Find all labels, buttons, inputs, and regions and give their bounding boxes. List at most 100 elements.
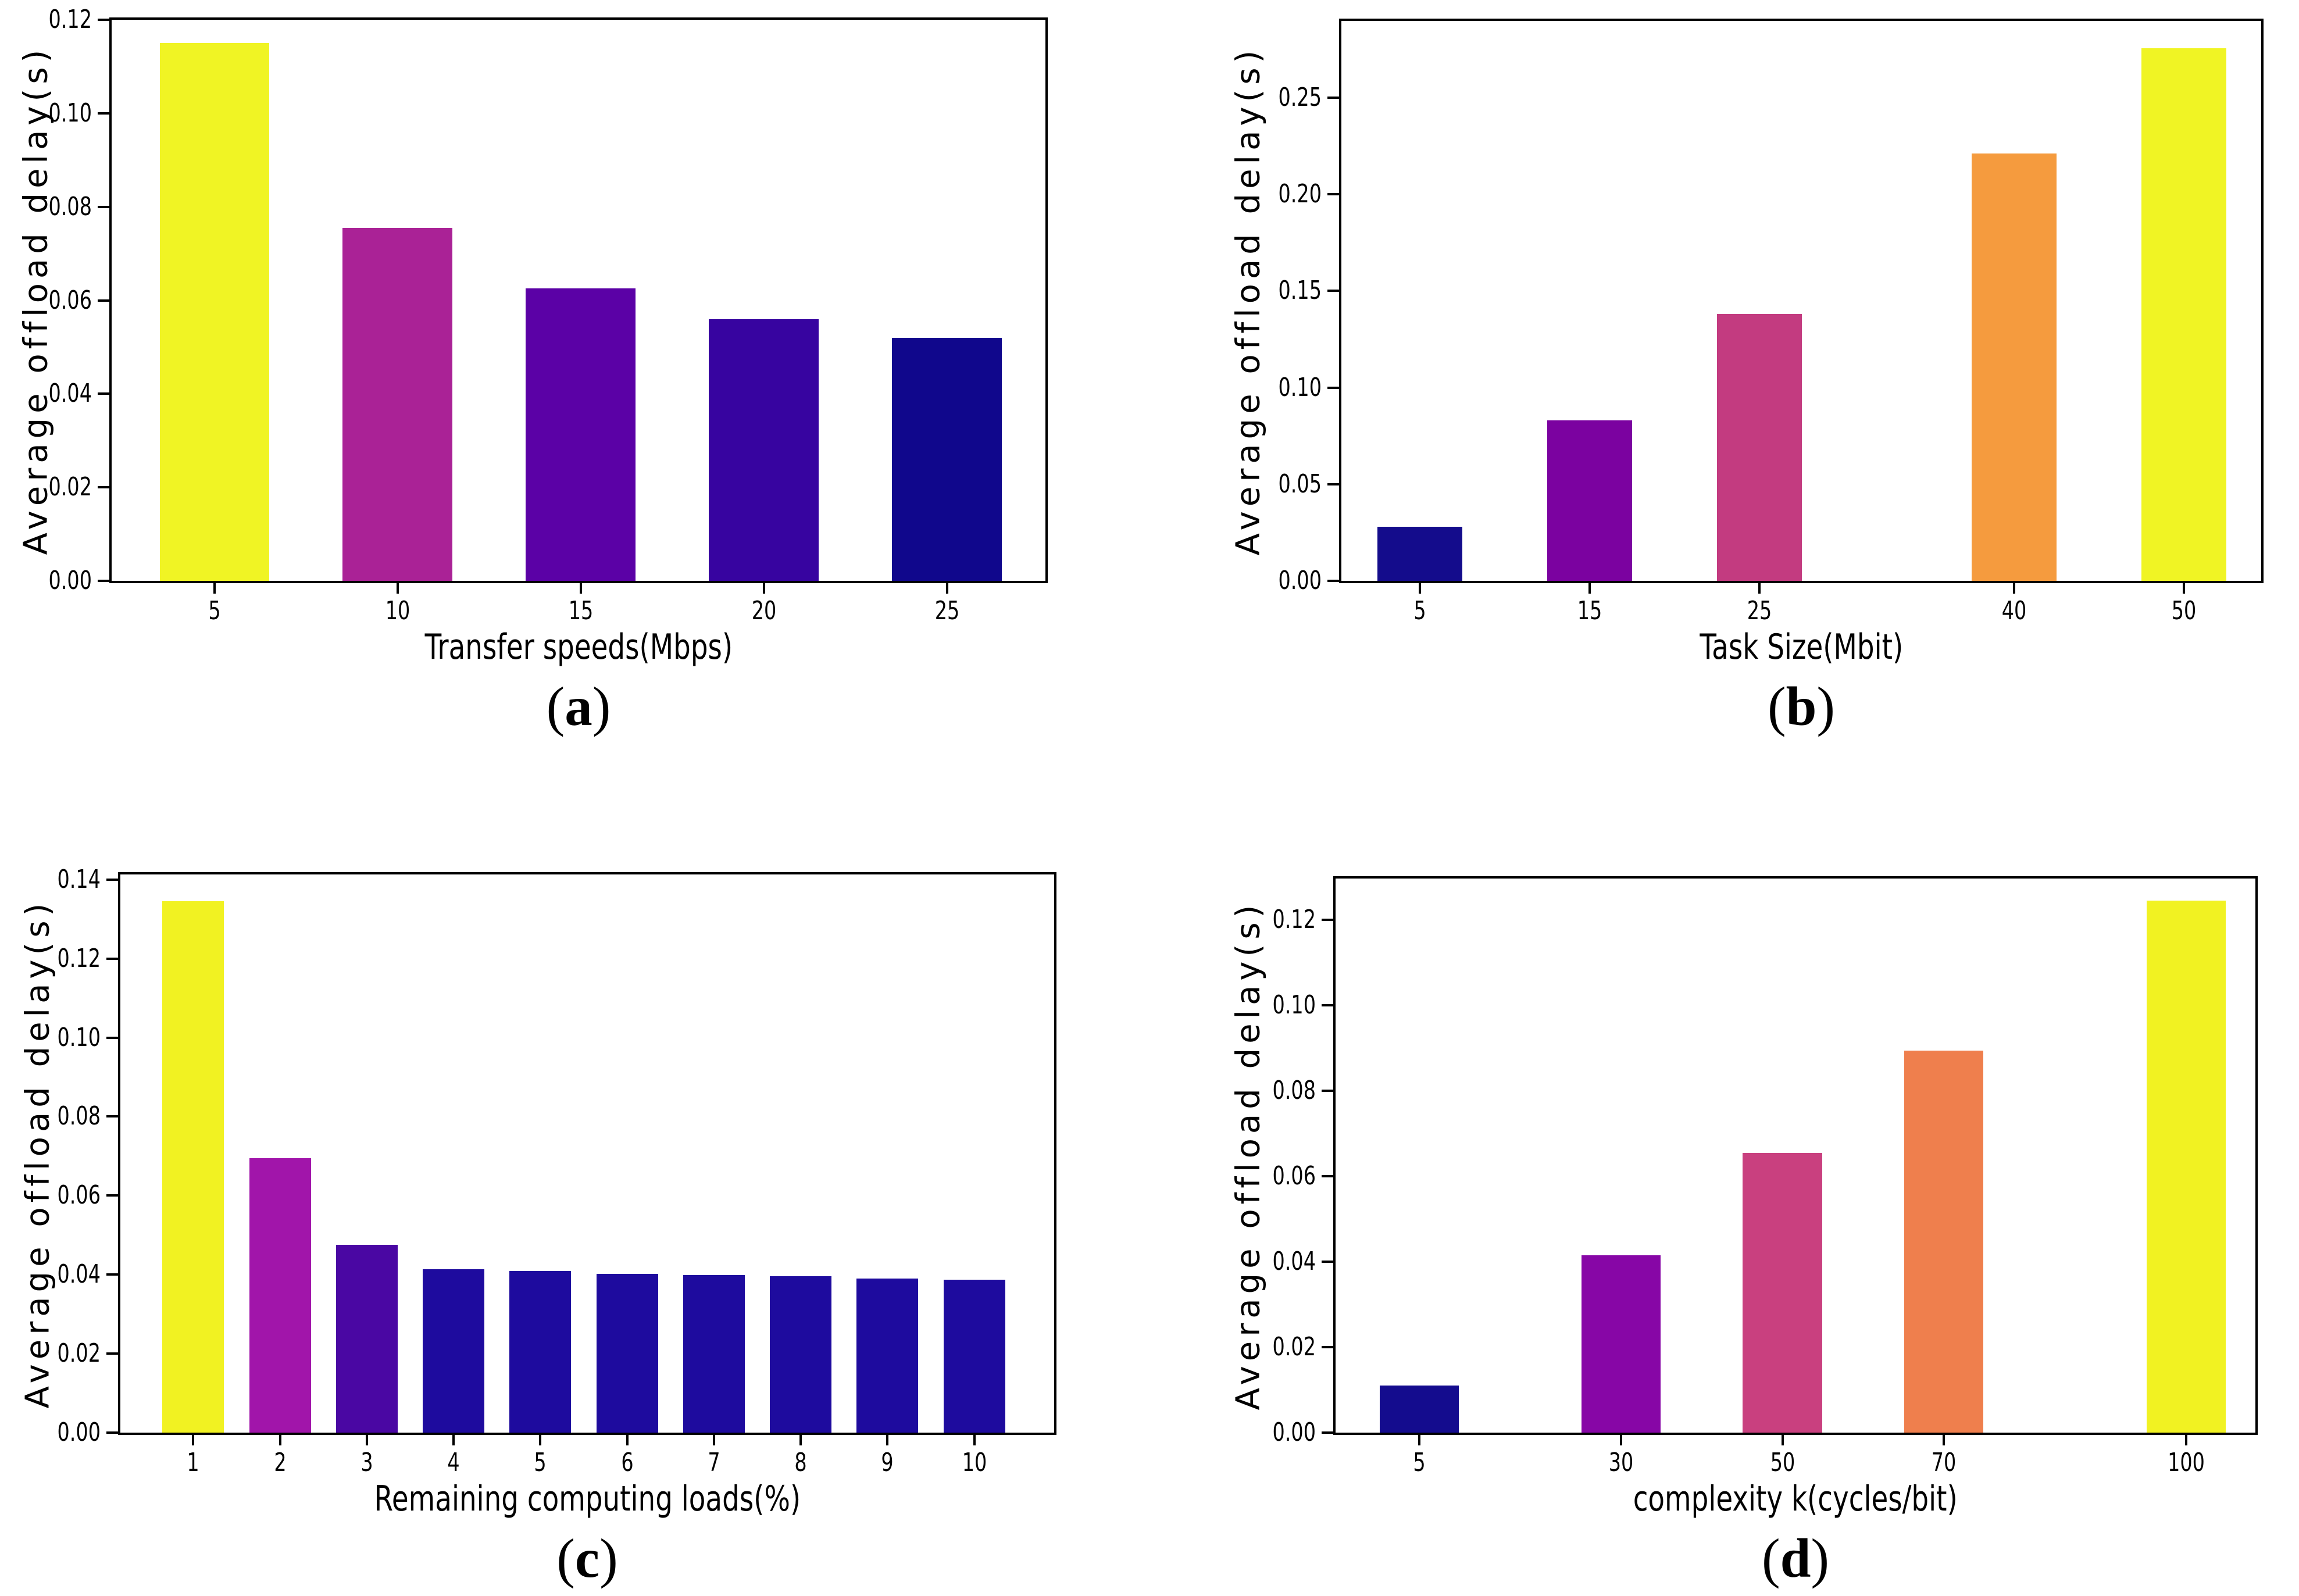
y-tick-mark	[1322, 1431, 1333, 1434]
caption-paren-open: (	[546, 676, 565, 737]
x-tick-label: 25	[934, 596, 959, 626]
y-tick-mark	[106, 957, 118, 960]
x-tick-label: 8	[794, 1448, 807, 1477]
y-tick-label: 0.08	[1272, 1076, 1316, 1106]
x-tick-label: 20	[751, 596, 776, 626]
plot-area-d: 0.00 0.02 0.04 0.06 0.08 0.10 0.12 5 30 50 70 100	[1273, 876, 2258, 1477]
caption-paren-close: )	[1811, 1527, 1830, 1589]
y-tick-mark	[98, 205, 109, 208]
y-tick-mark	[1327, 193, 1339, 196]
y-axis-label-text: Average offload delay(s)	[1229, 45, 1268, 556]
y-tick-label: 0.05	[1278, 469, 1322, 499]
y-tick-label: 0.06	[1272, 1161, 1316, 1191]
y-tick-label: 0.12	[48, 5, 92, 34]
y-tick-label: 0.00	[57, 1418, 101, 1447]
x-tick-mark	[626, 1435, 629, 1445]
y-tick-label: 0.08	[57, 1101, 101, 1131]
x-tick-mark	[945, 583, 948, 594]
x-tick-label: 30	[1608, 1448, 1634, 1477]
bar-x-50	[2141, 48, 2226, 581]
x-tick-label: 50	[1770, 1448, 1795, 1477]
y-tick-mark	[1327, 290, 1339, 292]
y-tick-mark	[106, 1273, 118, 1276]
y-tick-label: 0.10	[57, 1022, 101, 1052]
x-tick-mark	[279, 1435, 281, 1445]
x-tick-label: 10	[962, 1448, 987, 1477]
x-tick-mark	[973, 1435, 976, 1445]
x-tick-mark	[886, 1435, 889, 1445]
bar-x-5	[509, 1271, 572, 1433]
y-tick-mark	[1322, 1346, 1333, 1349]
x-tick-label: 25	[1747, 596, 1772, 626]
bar-x-30	[1581, 1255, 1661, 1433]
y-tick-mark	[1322, 1004, 1333, 1007]
bar-x-4	[423, 1269, 485, 1433]
y-tick-label: 0.12	[1272, 905, 1316, 935]
y-tick-label: 0.04	[48, 379, 92, 409]
y-tick-mark	[106, 1431, 118, 1434]
y-tick-label: 0.02	[48, 472, 92, 502]
y-tick-label: 0.25	[1278, 82, 1322, 112]
y-tick-mark	[1322, 1090, 1333, 1092]
x-tick-mark	[192, 1435, 195, 1445]
y-tick-mark	[98, 392, 109, 395]
bar-x-2	[249, 1158, 311, 1433]
x-tick-label: 7	[708, 1448, 720, 1477]
caption-letter: b	[1786, 676, 1817, 737]
x-tick-mark	[2184, 1435, 2187, 1445]
caption-letter: a	[565, 676, 592, 737]
x-tick-mark	[712, 1435, 715, 1445]
plot-area-c: 0.00 0.02 0.04 0.06 0.08 0.10 0.12 0.14 1 2 3 4 5 6 7 8…	[58, 865, 1056, 1477]
y-tick-mark	[98, 19, 109, 21]
x-tick-label: 9	[881, 1448, 894, 1477]
y-tick-mark	[1322, 919, 1333, 922]
bar-x-7	[683, 1274, 745, 1433]
y-tick-mark	[1322, 1261, 1333, 1263]
caption-letter: d	[1780, 1527, 1811, 1589]
bar-x-10	[943, 1280, 1005, 1433]
bar-x-25	[892, 337, 1002, 581]
x-axis-label-b: Task Size(Mbit)	[1339, 627, 2264, 667]
x-tick-mark	[365, 1435, 368, 1445]
x-axis-label-text: Task Size(Mbit)	[1700, 627, 1903, 667]
x-tick-mark	[1619, 1435, 1622, 1445]
x-tick-label: 1	[187, 1448, 200, 1477]
x-tick-mark	[579, 583, 582, 594]
y-tick-mark	[106, 1036, 118, 1039]
x-axis-label-text: complexity k(cycles/bit)	[1633, 1479, 1958, 1519]
x-tick-label: 5	[534, 1448, 547, 1477]
x-axis-label-text: Remaining computing loads(%)	[374, 1479, 801, 1519]
bar-x-15	[526, 288, 636, 581]
x-tick-mark	[452, 1435, 455, 1445]
x-tick-mark	[539, 1435, 542, 1445]
y-tick-mark	[98, 299, 109, 302]
bar-x-6	[596, 1273, 658, 1433]
x-tick-label: 70	[1931, 1448, 1957, 1477]
bar-x-9	[856, 1279, 919, 1433]
caption-d: (d)	[1333, 1526, 2258, 1590]
y-tick-mark	[98, 486, 109, 489]
caption-paren-close: )	[1816, 676, 1836, 737]
x-tick-mark	[1419, 583, 1422, 594]
y-tick-mark	[106, 1194, 118, 1197]
x-tick-mark	[1943, 1435, 1945, 1445]
caption-paren-close: )	[599, 1527, 618, 1589]
y-tick-label: 0.00	[48, 566, 92, 595]
x-tick-mark	[396, 583, 399, 594]
x-tick-label: 15	[568, 596, 594, 626]
y-tick-label: 0.06	[48, 285, 92, 315]
y-tick-label: 0.06	[57, 1180, 101, 1211]
bar-x-70	[1904, 1051, 1984, 1433]
x-axis-label-d: complexity k(cycles/bit)	[1333, 1479, 2258, 1519]
y-axis-label-text: Average offload delay(s)	[19, 898, 57, 1409]
caption-paren-open: (	[1767, 676, 1786, 737]
x-tick-mark	[1588, 583, 1591, 594]
x-tick-label: 3	[360, 1448, 373, 1477]
y-tick-mark	[106, 878, 118, 881]
x-tick-label: 40	[2001, 596, 2027, 626]
x-axis-label-c: Remaining computing loads(%)	[118, 1479, 1056, 1519]
caption-b: (b)	[1339, 674, 2264, 738]
y-tick-label: 0.15	[1278, 276, 1322, 306]
x-tick-mark	[1758, 583, 1761, 594]
